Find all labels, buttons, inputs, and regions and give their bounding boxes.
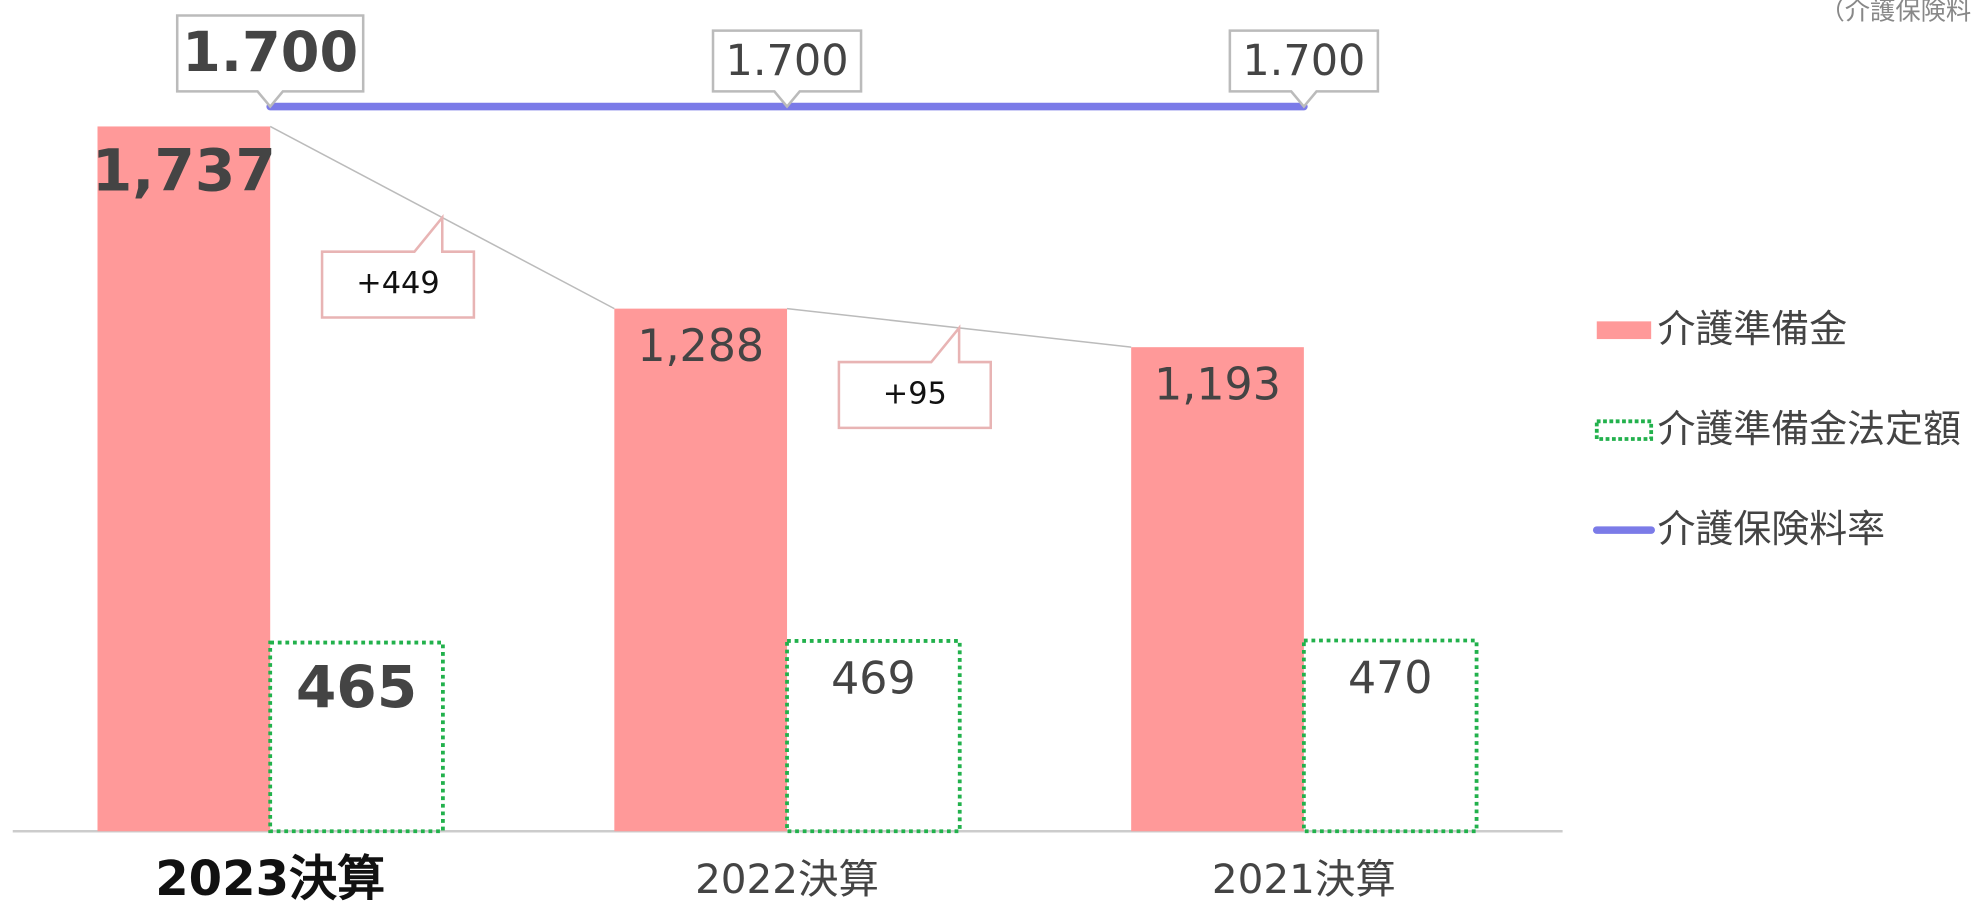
legend-swatch: [1596, 321, 1652, 340]
bar: [97, 126, 271, 832]
x-tick-label: 2021決算: [1212, 855, 1396, 903]
x-tick-label: 2022決算: [695, 855, 879, 903]
bar: [1301, 638, 1479, 834]
bar: [268, 640, 445, 834]
callout: [175, 14, 365, 109]
bar: [614, 308, 788, 832]
legend-swatch: [1594, 419, 1654, 441]
annotation: +449: [356, 266, 439, 301]
legend-label: 介護準備金: [1657, 307, 1847, 351]
value-label: 465: [296, 653, 417, 721]
value-label: 470: [1348, 653, 1433, 704]
value-label: 1,737: [92, 137, 276, 205]
value-label: 1.700: [725, 36, 848, 86]
value-label: 1,193: [1154, 360, 1281, 411]
callout: [1228, 29, 1380, 109]
value-label: 1.700: [182, 20, 358, 85]
bar: [785, 639, 962, 834]
value-label: 1,288: [637, 321, 764, 372]
value-label: 469: [831, 653, 916, 704]
callout: [837, 324, 993, 430]
legend-label: 介護準備金法定額: [1657, 407, 1961, 451]
callout: [320, 213, 476, 319]
annotation: +95: [883, 376, 947, 411]
x-tick-label: 2023決算: [155, 851, 385, 905]
unit-note: （介護保険料: [1819, 0, 1971, 26]
value-label: 1.700: [1242, 36, 1365, 86]
bar: [1131, 347, 1304, 832]
legend-label: 介護保険料率: [1657, 507, 1885, 551]
callout: [711, 29, 863, 109]
